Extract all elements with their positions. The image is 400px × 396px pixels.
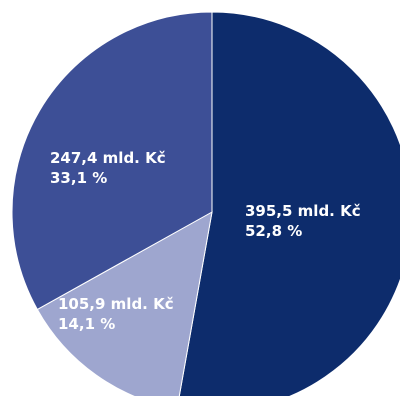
- pie-slice-1: [178, 11, 400, 396]
- pie-slice-2: [36, 211, 213, 396]
- slice-value-label-2: 105,9 mld. Kč: [58, 295, 174, 313]
- slice-percent-label-3: 33,1 %: [50, 169, 107, 187]
- pie-labels: 395,5 mld. Kč 52,8 % 105,9 mld. Kč 14,1 % 24…: [50, 149, 361, 333]
- slice-percent-label-2: 14,1 %: [58, 315, 115, 333]
- pie-slice-3: [11, 11, 213, 311]
- slice-value-label-1: 395,5 mld. Kč: [245, 202, 361, 220]
- slice-value-label-3: 247,4 mld. Kč: [50, 149, 166, 167]
- slice-percent-label-1: 52,8 %: [245, 222, 302, 240]
- pie-slices: [11, 11, 400, 396]
